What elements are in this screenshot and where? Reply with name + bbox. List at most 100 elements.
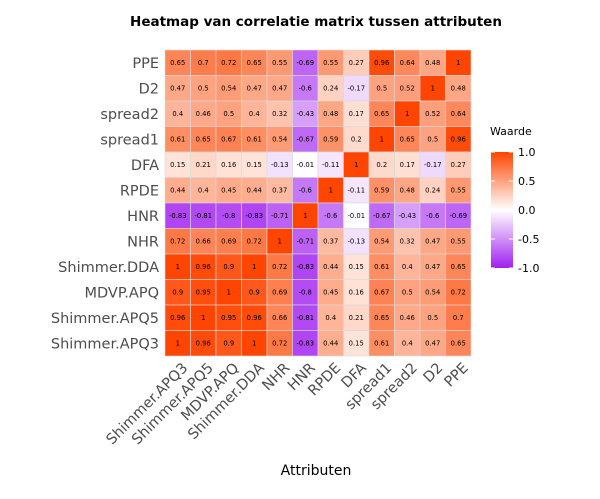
heatmap-cell <box>241 228 268 255</box>
cell-value-label: 0.5 <box>427 136 438 144</box>
heatmap-cell <box>266 151 293 178</box>
legend-title: Waarde <box>490 125 532 138</box>
chart-title: Heatmap van correlatie matrix tussen att… <box>130 14 502 30</box>
cell-value-label: 0.65 <box>451 340 466 348</box>
y-tick-label: PPE <box>132 56 159 72</box>
y-tick-label: D2 <box>139 81 159 97</box>
heatmap-cell <box>241 304 268 331</box>
cell-value-label: -0.8 <box>222 212 235 220</box>
cell-value-label: 0.27 <box>451 161 466 169</box>
cell-value-label: 0.55 <box>451 238 466 246</box>
heatmap-cell <box>317 75 344 102</box>
cell-value-label: 0.4 <box>402 340 413 348</box>
cell-value-label: 0.96 <box>374 59 389 67</box>
heatmap-cell <box>343 75 370 102</box>
legend-colorbar <box>491 152 513 268</box>
heatmap-cell <box>292 126 319 153</box>
cell-value-label: 0.47 <box>247 85 262 93</box>
cell-value-label: 0.9 <box>223 263 234 271</box>
cell-value-label: -0.71 <box>271 212 289 220</box>
cell-value-label: 0.65 <box>374 314 389 322</box>
cell-value-label: -0.11 <box>322 161 340 169</box>
heatmap-cell <box>164 253 191 280</box>
heatmap-cell <box>215 304 242 331</box>
cell-value-label: 0.66 <box>196 238 211 246</box>
cell-value-label: 0.59 <box>374 187 389 195</box>
x-tick-label: PPE <box>442 360 472 390</box>
cell-value-label: 0.65 <box>196 136 211 144</box>
heatmap-cell <box>190 202 217 229</box>
heatmap-cell <box>317 228 344 255</box>
cell-value-label: 0.48 <box>451 85 466 93</box>
cell-value-label: 1 <box>252 340 256 348</box>
cell-value-label: -0.83 <box>296 340 314 348</box>
cell-value-label: 0.5 <box>402 289 413 297</box>
heatmap-cell <box>292 202 319 229</box>
cell-value-label: 0.96 <box>196 340 211 348</box>
heatmap-cell <box>164 151 191 178</box>
heatmap-cell <box>190 253 217 280</box>
y-tick-label: MDVP.APQ <box>84 285 159 301</box>
y-tick-label: Shimmer.APQ5 <box>51 311 159 327</box>
cell-value-label: 0.46 <box>196 110 211 118</box>
cell-value-label: 1 <box>329 187 333 195</box>
heatmap-cell <box>215 253 242 280</box>
heatmap-cell <box>190 279 217 306</box>
y-tick-label: spread1 <box>100 132 159 148</box>
cell-value-label: 0.65 <box>247 59 262 67</box>
y-tick-label: RPDE <box>120 183 159 199</box>
cell-value-label: -0.11 <box>347 187 365 195</box>
cell-value-label: 0.32 <box>400 238 415 246</box>
cell-value-label: 0.4 <box>198 187 209 195</box>
cell-value-label: 0.61 <box>374 263 389 271</box>
cell-value-label: -0.6 <box>299 187 312 195</box>
heatmap-cell <box>190 304 217 331</box>
cell-value-label: 0.7 <box>453 314 464 322</box>
cell-value-label: 0.65 <box>400 136 415 144</box>
heatmap-cell <box>394 49 421 76</box>
cell-value-label: -0.71 <box>296 238 314 246</box>
heatmap-cell <box>266 75 293 102</box>
heatmap-cell <box>419 75 446 102</box>
cell-value-label: 0.5 <box>223 110 234 118</box>
heatmap-cell <box>241 75 268 102</box>
cell-value-label: 0.2 <box>351 136 362 144</box>
heatmap-cell <box>266 202 293 229</box>
cell-value-label: 0.44 <box>323 340 338 348</box>
cell-value-label: 0.72 <box>451 289 466 297</box>
heatmap-cell <box>419 304 446 331</box>
heatmap-cell <box>368 253 395 280</box>
heatmap-cell <box>241 100 268 127</box>
heatmap-cell <box>215 151 242 178</box>
heatmap-cell <box>215 202 242 229</box>
heatmap-cell <box>445 304 472 331</box>
cell-value-label: 0.65 <box>170 59 185 67</box>
heatmap-cell <box>343 151 370 178</box>
cell-value-label: 0.95 <box>221 314 236 322</box>
cell-value-label: 0.7 <box>198 59 209 67</box>
legend-tick-label: 1.0 <box>518 146 536 159</box>
cell-value-label: 0.72 <box>247 238 262 246</box>
cell-value-label: 0.55 <box>272 59 287 67</box>
cell-value-label: 0.45 <box>221 187 236 195</box>
heatmap-cell <box>368 202 395 229</box>
cell-value-label: 0.66 <box>272 314 287 322</box>
cell-value-label: -0.43 <box>296 110 314 118</box>
heatmap-cell <box>419 151 446 178</box>
cell-value-label: -0.01 <box>296 161 314 169</box>
heatmap-cell <box>445 75 472 102</box>
heatmap-cell <box>317 330 344 357</box>
heatmap-cell <box>215 228 242 255</box>
cell-value-label: 0.67 <box>374 289 389 297</box>
y-tick-label: Shimmer.APQ3 <box>51 336 159 352</box>
cell-value-label: -0.83 <box>245 212 263 220</box>
cell-value-label: 0.64 <box>400 59 415 67</box>
cell-value-label: 0.4 <box>325 314 336 322</box>
cell-value-label: 0.44 <box>170 187 185 195</box>
cell-value-label: 0.61 <box>374 340 389 348</box>
heatmap-cell <box>241 279 268 306</box>
cell-value-label: 0.52 <box>425 110 440 118</box>
cell-value-label: 0.55 <box>451 187 466 195</box>
heatmap-cell <box>419 253 446 280</box>
legend-tick-label: 0.0 <box>518 204 536 217</box>
